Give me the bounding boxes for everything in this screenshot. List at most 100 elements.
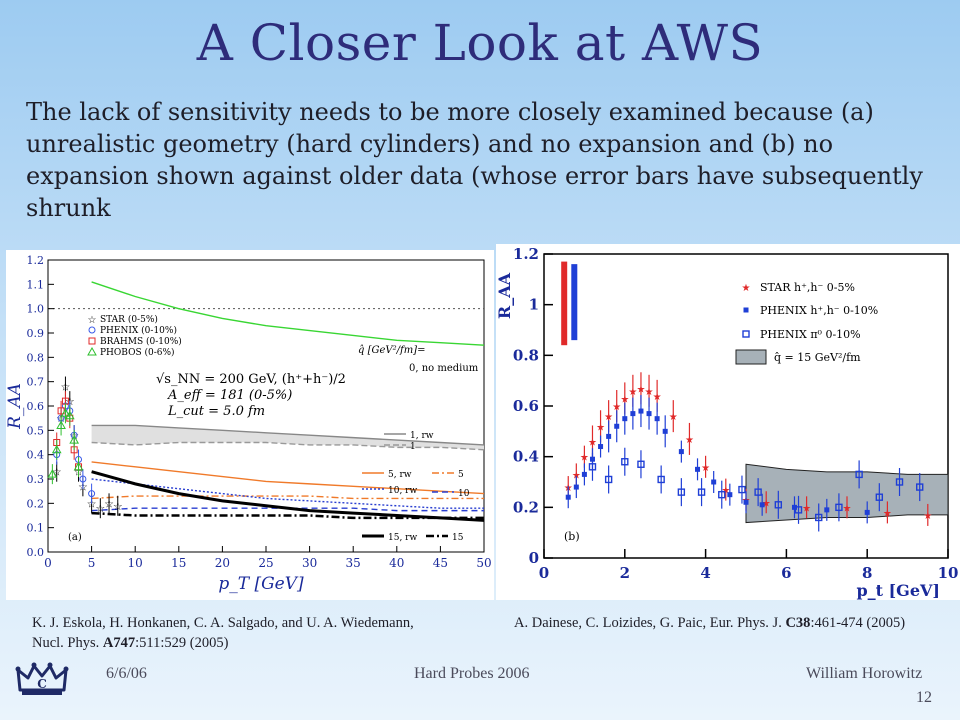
x-tick-label-b: 6 [781, 564, 791, 582]
data-point-b: ★ [612, 402, 621, 413]
footer-event: Hard Probes 2006 [414, 665, 530, 682]
y-tick-label-a: 1.0 [27, 303, 45, 316]
data-point-a [88, 490, 96, 498]
annotation-a: A_eff = 181 (0-5%) [167, 388, 292, 403]
data-point-b [738, 485, 746, 494]
annotation-a: 0, no medium [409, 363, 479, 374]
x-tick-label-a: 50 [476, 556, 491, 570]
citation-left-line1: K. J. Eskola, H. Honkanen, C. A. Salgado… [32, 615, 414, 631]
data-point-b [678, 449, 684, 455]
y-tick-label-a: 0.6 [27, 400, 45, 413]
citation-right-authors: A. Dainese, C. Loizides, G. Paic, Eur. P… [514, 615, 786, 631]
data-point-b [794, 506, 803, 514]
data-point-b [774, 501, 783, 509]
series-line-a [91, 511, 484, 520]
data-point-a [69, 435, 80, 444]
footer-page-number: 12 [916, 689, 932, 706]
x-tick-label-b: 2 [620, 564, 630, 582]
x-tick-label-a: 35 [346, 556, 361, 570]
x-tick-label-a: 40 [389, 556, 404, 570]
data-point-b: ★ [653, 392, 662, 403]
data-point-b: ★ [636, 384, 645, 395]
legend-marker-a [87, 346, 97, 356]
legend-label-a: 10 [458, 489, 470, 499]
data-point-b: ★ [843, 503, 852, 514]
y-tick-label-a: 0.5 [27, 424, 45, 437]
x-tick-label-b: 10 [938, 564, 959, 582]
data-point-b: ★ [669, 412, 678, 423]
data-point-b [815, 513, 823, 522]
data-point-b [662, 428, 668, 434]
data-point-b: ★ [596, 422, 605, 433]
x-tick-label-a: 0 [44, 556, 52, 570]
crown-logo-icon: C [14, 660, 70, 702]
y-tick-label-a: 0.1 [27, 522, 45, 535]
data-point-a: ☆ [52, 466, 62, 479]
legend-marker-b [743, 307, 749, 313]
x-tick-label-a: 30 [302, 556, 317, 570]
series-line-a [91, 507, 484, 512]
data-point-b [875, 493, 884, 501]
data-point-b [565, 494, 571, 500]
y-tick-label-b: 1 [529, 296, 539, 314]
data-point-a [64, 410, 75, 420]
legend-marker-a [88, 326, 96, 334]
panel-label-b: (b) [564, 530, 580, 543]
citation-right: A. Dainese, C. Loizides, G. Paic, Eur. P… [514, 613, 960, 633]
data-point-b [677, 488, 686, 496]
series-line-a [91, 441, 485, 451]
data-point-b [637, 460, 645, 468]
data-point-b: ★ [883, 508, 892, 519]
data-point-b [573, 484, 579, 490]
legend-label-a: 1 [410, 442, 416, 452]
citation-right-volume: C38 [785, 615, 811, 631]
legend-marker-b: ★ [742, 283, 751, 294]
data-point-b: ★ [762, 498, 771, 509]
figure-a: 0 5 10 15 20 25 30 35 40 45 50 0.0 0.1 0.2 0.3 0.4 0.5 0.… [5, 250, 494, 600]
y-tick-label-a: 0.7 [27, 376, 45, 389]
y-tick-label-a: 1.2 [27, 254, 45, 267]
data-point-b: ★ [721, 486, 730, 497]
y-tick-label-a: 0.3 [27, 473, 45, 486]
x-tick-label-b: 0 [539, 564, 549, 582]
data-point-b [835, 503, 843, 512]
data-point-b: ★ [588, 437, 597, 448]
data-point-b [718, 490, 726, 499]
data-point-b [711, 479, 717, 485]
legend-label-a: 15, rw [388, 533, 417, 543]
citation-left: K. J. Eskola, H. Honkanen, C. A. Salgado… [32, 613, 414, 653]
data-point-a: ☆ [87, 497, 97, 510]
data-point-a [73, 461, 84, 471]
data-point-a [79, 475, 87, 483]
legend-marker-b [735, 349, 767, 365]
citation-right-pages: :461-474 (2005) [810, 615, 906, 631]
legend-label-b: STAR h⁺,h⁻ 0-5% [760, 281, 855, 294]
y-tick-label-b: 0.6 [513, 397, 539, 415]
data-point-b [895, 478, 904, 486]
data-point-b: ★ [620, 394, 629, 405]
citation-left-volume: A747 [102, 635, 136, 651]
data-point-b [791, 504, 797, 510]
y-axis-label-a: R_AA [6, 383, 25, 430]
series-line-a [91, 495, 484, 500]
data-point-b: ★ [685, 435, 694, 446]
legend-label-b: PHENIX h⁺,h⁻ 0-10% [760, 304, 878, 317]
data-point-a: ☆ [113, 500, 123, 513]
legend-label-a: PHENIX (0-10%) [100, 325, 177, 336]
citation-left-pages: :511:529 (2005) [135, 635, 229, 651]
x-tick-label-a: 25 [258, 556, 273, 570]
slide-body-text: The lack of sensitivity needs to be more… [26, 98, 923, 222]
x-tick-label-a: 10 [128, 556, 143, 570]
band-q1-a [91, 425, 484, 450]
figure-b: 0 2 4 6 8 10 0 0.2 0.4 0.6 0.8 1 1.2 p_t [GeV] R_AA ★ ★ ★… [495, 244, 960, 600]
data-point-b [743, 499, 749, 505]
data-point-b [606, 433, 612, 439]
data-point-a: ☆ [95, 502, 105, 515]
y-tick-label-b: 0.8 [513, 346, 539, 364]
legend-label-b: PHENIX π⁰ 0-10% [760, 328, 861, 341]
chart-a: 0 5 10 15 20 25 30 35 40 45 500.00.10.20.30.40.50.… [5, 254, 492, 594]
citation-left-line2: Nucl. Phys. A747:511:529 (2005) [32, 633, 414, 653]
series-line-a [91, 424, 485, 446]
y-tick-label-a: 0.8 [27, 351, 45, 364]
